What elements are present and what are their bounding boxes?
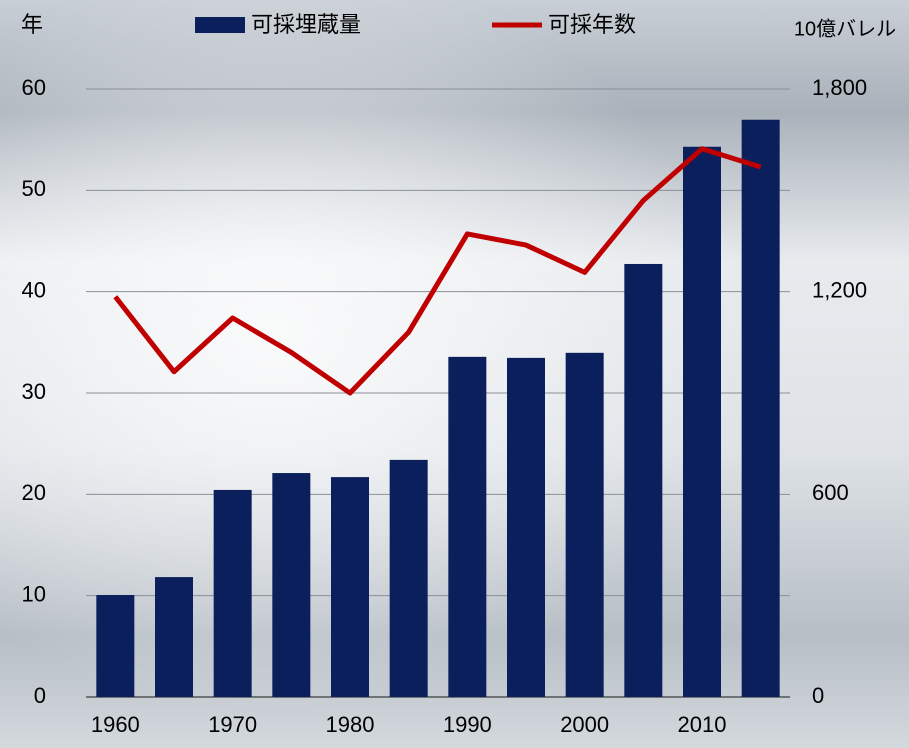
y2-tick-label: 1,800 (812, 75, 867, 100)
x-tick-label: 1960 (91, 712, 140, 737)
bar (565, 352, 604, 697)
bar (331, 477, 369, 697)
y-tick-label: 0 (34, 683, 46, 708)
bar (155, 577, 193, 697)
bar (272, 473, 311, 697)
y-tick-label: 50 (22, 176, 46, 201)
x-tick-label: 2010 (678, 712, 727, 737)
y-tick-label: 30 (22, 379, 46, 404)
bar (624, 263, 663, 697)
y2-tick-label: 600 (812, 480, 849, 505)
x-tick-label: 2000 (560, 712, 609, 737)
legend-label: 可採埋蔵量 (251, 12, 361, 37)
x-tick-label: 1970 (208, 712, 257, 737)
x-tick-label: 1980 (326, 712, 375, 737)
y-tick-label: 20 (22, 480, 46, 505)
bar (507, 357, 545, 697)
line (113, 146, 762, 396)
bar (741, 119, 780, 697)
y2-tick-label: 1,200 (812, 277, 867, 302)
bar (389, 459, 428, 697)
legend-swatch (195, 17, 245, 33)
y-tick-label: 60 (22, 75, 46, 100)
y2-axis-label: 10億バレル (794, 17, 896, 40)
bar (213, 489, 252, 697)
legend-label: 可採年数 (548, 12, 636, 37)
bar (448, 356, 487, 697)
bar (683, 146, 721, 697)
y-tick-label: 40 (22, 277, 46, 302)
y-axis-label: 年 (21, 12, 43, 37)
y2-tick-label: 0 (812, 683, 824, 708)
bar (96, 594, 135, 697)
x-tick-label: 1990 (443, 712, 492, 737)
y-tick-label: 10 (22, 581, 46, 606)
